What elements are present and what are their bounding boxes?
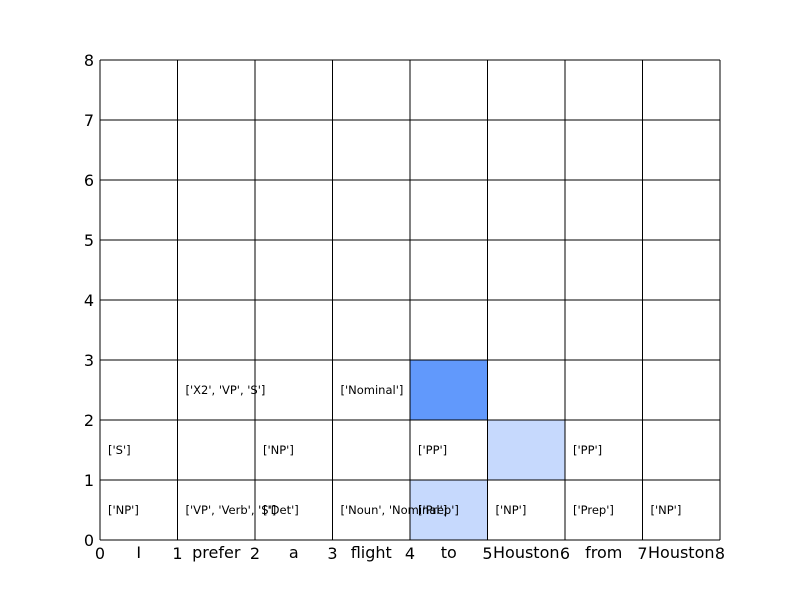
cell-label: ['Prep'] — [573, 503, 614, 517]
word-label: Houston — [648, 543, 715, 562]
y-tick-label: 3 — [84, 351, 94, 370]
highlight-cell-0 — [410, 360, 488, 420]
x-tick-label: 5 — [482, 544, 492, 563]
y-tick-label: 8 — [84, 51, 94, 70]
cell-label: ['X2', 'VP', 'S'] — [186, 383, 266, 397]
word-label: to — [441, 543, 457, 562]
word-label: Houston — [493, 543, 560, 562]
word-label: a — [289, 543, 299, 562]
cell-label: ['VP', 'Verb', 'S'] — [186, 503, 277, 517]
axis-ticks: 0 1 2 3 4 5 6 7 8 0 1 2 3 4 5 6 7 8 — [84, 51, 725, 563]
x-tick-label: 3 — [327, 544, 337, 563]
y-tick-label: 0 — [84, 531, 94, 550]
y-tick-label: 4 — [84, 291, 94, 310]
y-tick-label: 7 — [84, 111, 94, 130]
cell-label: ['Prep'] — [418, 503, 459, 517]
cell-label: ['Noun', 'Nominal'] — [341, 503, 448, 517]
y-tick-label: 1 — [84, 471, 94, 490]
cell-label: ['NP'] — [651, 503, 682, 517]
word-label: from — [585, 543, 622, 562]
x-tick-label: 7 — [637, 544, 647, 563]
y-tick-label: 6 — [84, 171, 94, 190]
x-tick-label: 0 — [95, 544, 105, 563]
cell-label: ['PP'] — [573, 443, 602, 457]
cell-labels: ['NP'] ['VP', 'Verb', 'S']['Det'] ['Noun',… — [108, 383, 681, 517]
highlight-cell-2 — [410, 480, 488, 540]
word-label: I — [136, 543, 141, 562]
cell-label: ['Nominal'] — [341, 383, 404, 397]
cell-label: ['S'] — [108, 443, 131, 457]
word-label: prefer — [192, 543, 241, 562]
grid-lines — [99, 59, 721, 541]
y-tick-label: 5 — [84, 231, 94, 250]
y-tick-label: 2 — [84, 411, 94, 430]
cell-label: ['PP'] — [418, 443, 447, 457]
highlight-cell-1 — [487, 420, 565, 480]
x-tick-label: 1 — [172, 544, 182, 563]
cell-label: ['NP'] — [496, 503, 527, 517]
cell-label: ['NP'] — [108, 503, 139, 517]
x-tick-label: 8 — [715, 544, 725, 563]
highlight-layer — [410, 360, 565, 540]
x-tick-label: 4 — [405, 544, 415, 563]
x-tick-label: 2 — [250, 544, 260, 563]
word-label: flight — [351, 543, 392, 562]
cell-label: ['Det'] — [263, 503, 299, 517]
cell-label: ['NP'] — [263, 443, 294, 457]
x-tick-label: 6 — [560, 544, 570, 563]
